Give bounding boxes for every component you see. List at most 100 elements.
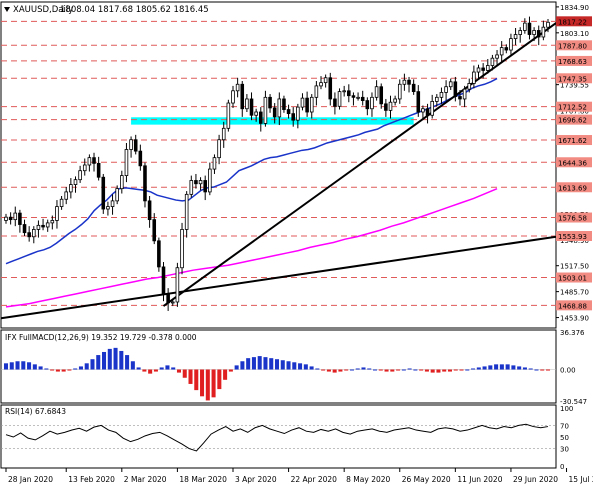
candle-down [351, 95, 356, 98]
level-tag-label: 1613.69 [558, 184, 587, 192]
candle-down [379, 86, 384, 105]
candle-down [333, 98, 337, 107]
chart-title: XAUUSD,Daily [13, 5, 73, 15]
macd-bar [499, 364, 504, 370]
candle-up [69, 184, 73, 193]
rsi-label: RSI(14) 67.6843 [5, 407, 66, 416]
candle-up [13, 212, 18, 221]
dropdown-icon[interactable] [4, 7, 10, 12]
candle-down [203, 180, 207, 193]
macd-bar [292, 362, 297, 370]
candle-up [476, 67, 481, 73]
price-tick-label: 1548.90 [560, 237, 589, 245]
candle-down [240, 83, 245, 110]
macd-histogram [1, 347, 556, 401]
candle-up [184, 193, 189, 230]
candle-up [45, 222, 50, 228]
candle-up [120, 175, 124, 190]
candle-down [138, 150, 143, 167]
candle-up [300, 97, 305, 108]
candle-up [393, 98, 397, 103]
macd-bar [280, 360, 285, 370]
candle-up [217, 139, 221, 159]
candle-down [101, 176, 106, 210]
macd-bar [309, 366, 314, 370]
macd-bar [274, 359, 280, 370]
macd-bar [361, 367, 366, 370]
candle-up [106, 206, 110, 210]
macd-bar [378, 369, 383, 371]
candle-up [32, 229, 36, 238]
candle-up [212, 157, 217, 170]
level-tag-label: 1712.52 [558, 104, 587, 112]
candle-up [374, 86, 379, 98]
macd-bar [176, 369, 181, 373]
macd-bar [148, 369, 153, 374]
candle-up [319, 82, 323, 87]
macd-bar [136, 367, 141, 370]
macd-bar [3, 363, 9, 370]
macd-bar [125, 355, 130, 370]
candle-down [41, 224, 45, 228]
macd-bar [338, 369, 343, 372]
macd-bar [113, 347, 118, 370]
macd-bar [234, 365, 239, 370]
candle-up [170, 301, 175, 304]
candle-down [143, 165, 147, 202]
level-tag-label: 1576.58 [558, 215, 587, 223]
macd-bar [200, 369, 205, 397]
macd-bar [44, 368, 49, 370]
candle-down [258, 111, 263, 124]
macd-bar [349, 369, 354, 371]
candle-up [87, 157, 92, 166]
candle-up [541, 26, 546, 38]
candle-up [314, 85, 319, 98]
date-tick-label: 3 Apr 2020 [235, 475, 277, 484]
macd-bar [73, 368, 78, 370]
macd-bar [436, 369, 441, 373]
level-tag [556, 212, 592, 223]
macd-bar [424, 369, 429, 372]
level-tag [556, 114, 592, 125]
macd-pane: 36.376 0.00 -30.547 IFX FullMACD(12,26,9) … [0, 329, 587, 406]
macd-bar [298, 363, 303, 370]
candle-up [4, 216, 8, 221]
candle-up [435, 96, 439, 102]
level-tag [556, 157, 592, 168]
candle-up [523, 22, 527, 31]
trendline-layer [0, 22, 557, 320]
rsi-tick-label: 50 [560, 434, 569, 442]
candle-up [50, 220, 55, 224]
macd-bar [182, 369, 187, 378]
rising-trendline [162, 22, 557, 307]
candle-down [18, 212, 22, 225]
candle-down [527, 22, 532, 35]
macd-bar [545, 369, 551, 371]
price-tick-label: 1517.50 [560, 263, 589, 271]
candle-up [402, 79, 407, 85]
macd-bar [90, 359, 95, 370]
candle-up [495, 54, 499, 59]
candle-up [189, 180, 194, 195]
candle-down [133, 139, 138, 152]
candle-up [175, 267, 180, 303]
candle-down [249, 98, 254, 116]
candle-up [221, 127, 226, 141]
macd-bar [482, 366, 487, 370]
date-tick-label: 28 Jan 2020 [8, 475, 53, 484]
candle-down [411, 83, 416, 93]
level-tag [556, 230, 592, 241]
candle-up [208, 168, 212, 193]
macd-bar [257, 356, 262, 370]
candle-down [365, 100, 370, 110]
candle-up [59, 198, 64, 207]
candle-up [129, 139, 133, 150]
date-tick-label: 15 Jul 2020 [569, 475, 593, 484]
candle-down [8, 216, 13, 221]
macd-bar [165, 365, 170, 370]
candle-up [439, 92, 444, 98]
rsi-tick-label: 70 [560, 422, 569, 430]
macd-bar [344, 369, 349, 371]
date-tick-label: 13 Feb 2020 [68, 475, 115, 484]
candle-up [64, 191, 69, 200]
